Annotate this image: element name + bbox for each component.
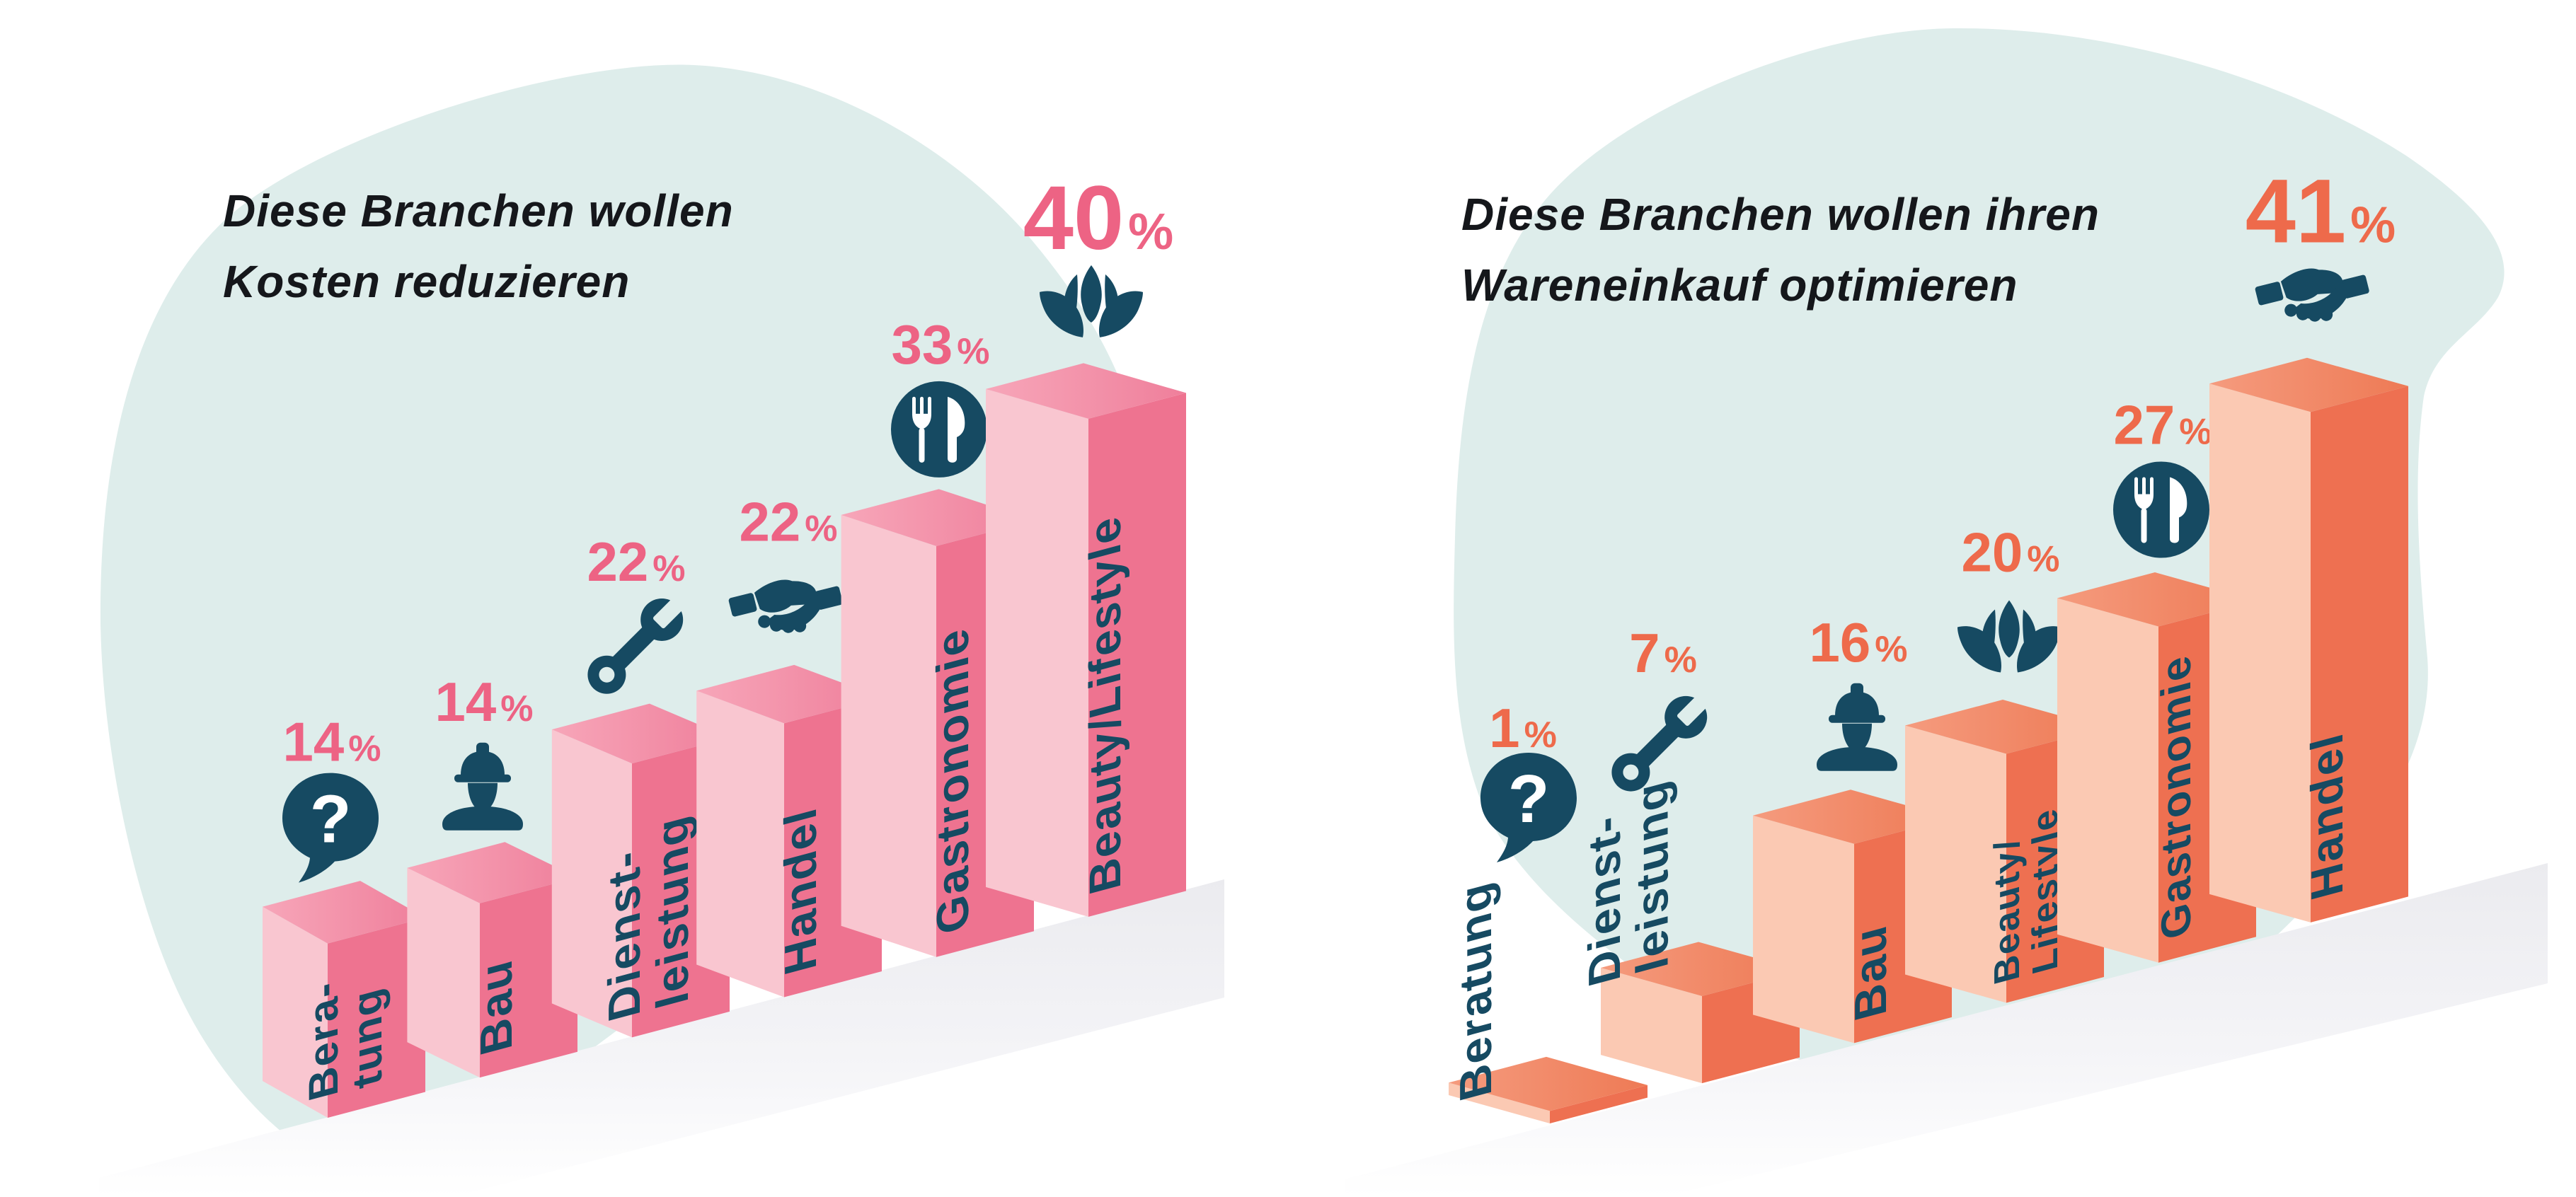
bar-left-face <box>696 690 784 998</box>
left-chart-title-line-2: Kosten reduzieren <box>223 256 630 307</box>
bar-top-face <box>2209 357 2408 412</box>
bar-left-face <box>263 906 328 1118</box>
bar-Beratung: Bera-tung 14% <box>263 711 425 1118</box>
bar-category-label: Handel <box>775 802 825 980</box>
bar-category-label: Bau <box>1845 920 1895 1026</box>
right-chart-title-line-1: Diese Branchen wollen ihren <box>1461 189 2100 240</box>
right-chart-title-line-2: Wareneinkauf optimieren <box>1461 260 2018 311</box>
bar-category-label: tung <box>344 983 391 1094</box>
bar-value-label: 1% <box>1489 697 1557 759</box>
bar-left-face <box>1449 1082 1550 1123</box>
bar-value-label: 7% <box>1629 622 1697 684</box>
bar-top-face <box>1905 700 2104 754</box>
bar-top-face <box>986 363 1186 419</box>
bar-category-label: Gastronomie <box>2153 650 2200 944</box>
bar-top-face <box>1449 1056 1648 1111</box>
bar-category-label: Handel <box>2301 727 2352 905</box>
bar-left-face <box>2057 598 2158 963</box>
bar-value-label: 40% <box>1023 168 1173 269</box>
bar-top-face <box>407 842 577 903</box>
bar-category-label: Dienst- <box>1579 810 1629 992</box>
chart-kosten-reduzieren: Bera-tung 14 % Bau 14 % Dienst-leistung 22 % Hand… <box>263 168 1186 1118</box>
ground-shadow-right <box>1345 863 2548 1197</box>
bar-value-label: 41% <box>2246 161 2396 262</box>
bar-value-label: 33% <box>891 313 989 376</box>
bar-category-label: Beauty/Lifestyle <box>1080 511 1130 899</box>
bar-front-face <box>1550 1085 1648 1123</box>
bar-value-label: 27% <box>2113 394 2212 456</box>
bar-top-face <box>1601 942 1800 996</box>
bar-Handel: Handel 41% <box>2209 161 2408 923</box>
bar-left-face <box>551 729 632 1038</box>
fork-knife-icon <box>2113 461 2209 558</box>
bar-Beauty/Lifestyle: Beauty/Lifestyle 40% <box>986 168 1186 917</box>
bar-left-face <box>1905 725 2006 1003</box>
bar-left-face <box>1601 967 1702 1084</box>
bar-top-face <box>841 489 1034 546</box>
bar-value-label: 22% <box>587 531 685 593</box>
bar-value-label: 16% <box>1809 611 1907 673</box>
bar-left-face <box>986 388 1088 917</box>
chart-titles: Diese Branchen wollen Kosten reduzieren … <box>223 185 2100 311</box>
bar-front-face <box>1088 393 1186 917</box>
bar-left-face <box>1753 815 1854 1043</box>
bar-category-label: Bau <box>471 954 521 1060</box>
bar-top-face <box>551 703 730 764</box>
bar-top-face <box>1753 790 1952 844</box>
bar-left-face <box>407 867 480 1078</box>
bar-category-label: Gastronomie <box>927 623 977 939</box>
bar-Beratung: Beratung 1% <box>1449 697 1648 1123</box>
bar-value-label: 14% <box>435 671 533 733</box>
bar-category-label: Dienst- <box>599 845 649 1027</box>
bar-Dienstleistung: Dienst-leistung 7% <box>1579 622 1800 1084</box>
bar-top-face <box>2057 572 2256 627</box>
bar-left-face <box>2209 383 2311 923</box>
bar-front-face <box>2311 386 2408 923</box>
bar-left-face <box>841 514 936 957</box>
bar-value-label: 20% <box>1961 521 2059 584</box>
bar-top-face <box>263 881 425 944</box>
ground-shadow-left <box>99 879 1224 1197</box>
bar-value-label: 14% <box>282 711 381 773</box>
bar-front-face <box>328 918 425 1118</box>
bar-category-label: leistung <box>1627 775 1677 978</box>
bar-value-label: 22% <box>739 490 837 553</box>
bar-category-label: Beauty/ <box>1987 833 2028 988</box>
left-chart-title-line-1: Diese Branchen wollen <box>223 185 734 236</box>
bar-category-label: Bera- <box>300 976 347 1106</box>
chart-wareneinkauf-optimieren: Beratung 1 % Dienst-leistung 7 % Bau 16 % Beauty/… <box>1449 161 2408 1123</box>
bar-top-face <box>696 664 882 724</box>
bar-category-label: leistung <box>647 810 697 1014</box>
bar-category-label: Beratung <box>1450 877 1500 1106</box>
fork-knife-icon <box>891 381 987 478</box>
